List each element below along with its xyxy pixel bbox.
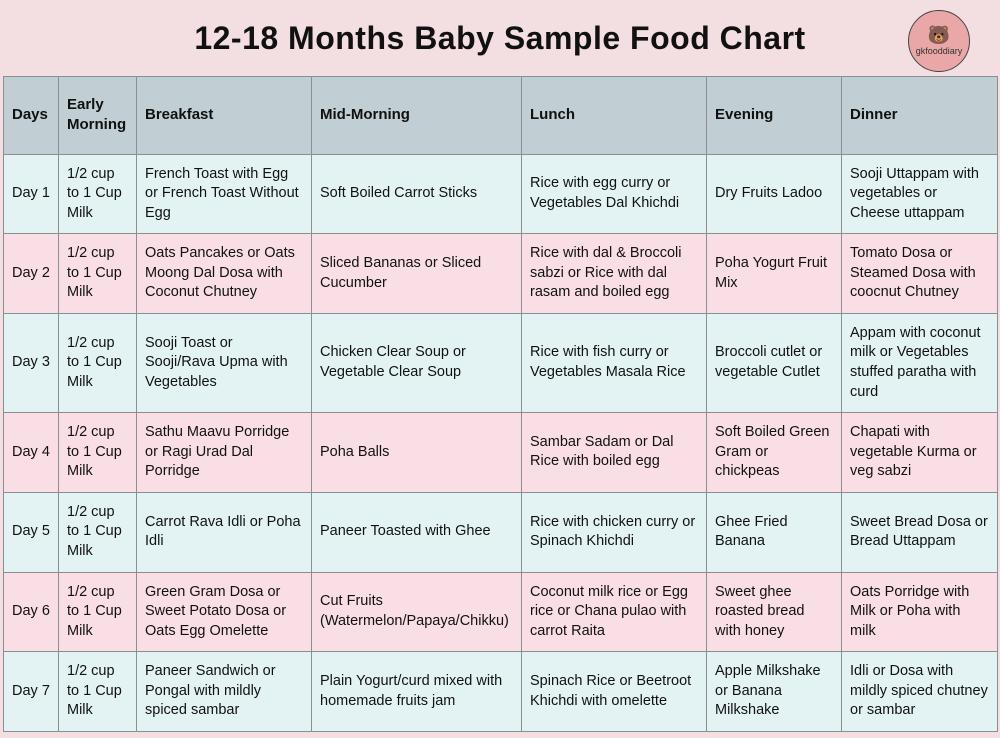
cell-lunch: Rice with fish curry or Vegetables Masal…	[522, 313, 707, 412]
cell-breakfast: Green Gram Dosa or Sweet Potato Dosa or …	[137, 572, 312, 652]
cell-day: Day 5	[4, 492, 59, 572]
brand-logo: 🐻 gkfooddiary	[908, 10, 970, 72]
cell-day: Day 2	[4, 234, 59, 314]
cell-early: 1/2 cup to 1 Cup Milk	[59, 652, 137, 732]
cell-early: 1/2 cup to 1 Cup Milk	[59, 313, 137, 412]
cell-mid: Chicken Clear Soup or Vegetable Clear So…	[312, 313, 522, 412]
table-row: Day 2 1/2 cup to 1 Cup Milk Oats Pancake…	[4, 234, 998, 314]
col-header-evening: Evening	[707, 77, 842, 155]
cell-day: Day 7	[4, 652, 59, 732]
cell-dinner: Appam with coconut milk or Vegetables st…	[842, 313, 998, 412]
cell-early: 1/2 cup to 1 Cup Milk	[59, 572, 137, 652]
cell-lunch: Sambar Sadam or Dal Rice with boiled egg	[522, 413, 707, 493]
cell-day: Day 1	[4, 154, 59, 234]
cell-breakfast: French Toast with Egg or French Toast Wi…	[137, 154, 312, 234]
cell-day: Day 4	[4, 413, 59, 493]
cell-day: Day 3	[4, 313, 59, 412]
col-header-dinner: Dinner	[842, 77, 998, 155]
col-header-midmorning: Mid-Morning	[312, 77, 522, 155]
cell-early: 1/2 cup to 1 Cup Milk	[59, 413, 137, 493]
col-header-days: Days	[4, 77, 59, 155]
logo-text: gkfooddiary	[916, 46, 963, 56]
table-row: Day 5 1/2 cup to 1 Cup Milk Carrot Rava …	[4, 492, 998, 572]
cell-early: 1/2 cup to 1 Cup Milk	[59, 234, 137, 314]
cell-lunch: Spinach Rice or Beetroot Khichdi with om…	[522, 652, 707, 732]
table-header-row: Days Early Morning Breakfast Mid-Morning…	[4, 77, 998, 155]
col-header-lunch: Lunch	[522, 77, 707, 155]
table-body: Day 1 1/2 cup to 1 Cup Milk French Toast…	[4, 154, 998, 731]
cell-early: 1/2 cup to 1 Cup Milk	[59, 492, 137, 572]
cell-breakfast: Sathu Maavu Porridge or Ragi Urad Dal Po…	[137, 413, 312, 493]
cell-evening: Sweet ghee roasted bread with honey	[707, 572, 842, 652]
table-row: Day 7 1/2 cup to 1 Cup Milk Paneer Sandw…	[4, 652, 998, 732]
page-container: 12-18 Months Baby Sample Food Chart 🐻 gk…	[0, 0, 1000, 732]
cell-mid: Soft Boiled Carrot Sticks	[312, 154, 522, 234]
cell-evening: Apple Milkshake or Banana Milkshake	[707, 652, 842, 732]
cell-evening: Dry Fruits Ladoo	[707, 154, 842, 234]
cell-dinner: Oats Porridge with Milk or Poha with mil…	[842, 572, 998, 652]
col-header-breakfast: Breakfast	[137, 77, 312, 155]
cell-dinner: Chapati with vegetable Kurma or veg sabz…	[842, 413, 998, 493]
cell-breakfast: Oats Pancakes or Oats Moong Dal Dosa wit…	[137, 234, 312, 314]
cell-breakfast: Carrot Rava Idli or Poha Idli	[137, 492, 312, 572]
col-header-early: Early Morning	[59, 77, 137, 155]
cell-day: Day 6	[4, 572, 59, 652]
cell-lunch: Coconut milk rice or Egg rice or Chana p…	[522, 572, 707, 652]
table-row: Day 6 1/2 cup to 1 Cup Milk Green Gram D…	[4, 572, 998, 652]
cell-breakfast: Sooji Toast or Sooji/Rava Upma with Vege…	[137, 313, 312, 412]
cell-mid: Paneer Toasted with Ghee	[312, 492, 522, 572]
cell-dinner: Tomato Dosa or Steamed Dosa with coocnut…	[842, 234, 998, 314]
cell-mid: Cut Fruits (Watermelon/Papaya/Chikku)	[312, 572, 522, 652]
cell-dinner: Sweet Bread Dosa or Bread Uttappam	[842, 492, 998, 572]
header: 12-18 Months Baby Sample Food Chart 🐻 gk…	[0, 0, 1000, 76]
cell-lunch: Rice with dal & Broccoli sabzi or Rice w…	[522, 234, 707, 314]
cell-lunch: Rice with egg curry or Vegetables Dal Kh…	[522, 154, 707, 234]
cell-evening: Broccoli cutlet or vegetable Cutlet	[707, 313, 842, 412]
table-row: Day 3 1/2 cup to 1 Cup Milk Sooji Toast …	[4, 313, 998, 412]
cell-dinner: Idli or Dosa with mildly spiced chutney …	[842, 652, 998, 732]
cell-evening: Ghee Fried Banana	[707, 492, 842, 572]
cell-mid: Sliced Bananas or Sliced Cucumber	[312, 234, 522, 314]
cell-lunch: Rice with chicken curry or Spinach Khich…	[522, 492, 707, 572]
bear-icon: 🐻	[928, 26, 950, 44]
cell-mid: Plain Yogurt/curd mixed with homemade fr…	[312, 652, 522, 732]
page-title: 12-18 Months Baby Sample Food Chart	[194, 20, 805, 57]
food-chart-table: Days Early Morning Breakfast Mid-Morning…	[3, 76, 998, 732]
cell-evening: Poha Yogurt Fruit Mix	[707, 234, 842, 314]
table-row: Day 1 1/2 cup to 1 Cup Milk French Toast…	[4, 154, 998, 234]
table-row: Day 4 1/2 cup to 1 Cup Milk Sathu Maavu …	[4, 413, 998, 493]
cell-dinner: Sooji Uttappam with vegetables or Cheese…	[842, 154, 998, 234]
cell-evening: Soft Boiled Green Gram or chickpeas	[707, 413, 842, 493]
cell-early: 1/2 cup to 1 Cup Milk	[59, 154, 137, 234]
cell-mid: Poha Balls	[312, 413, 522, 493]
cell-breakfast: Paneer Sandwich or Pongal with mildly sp…	[137, 652, 312, 732]
